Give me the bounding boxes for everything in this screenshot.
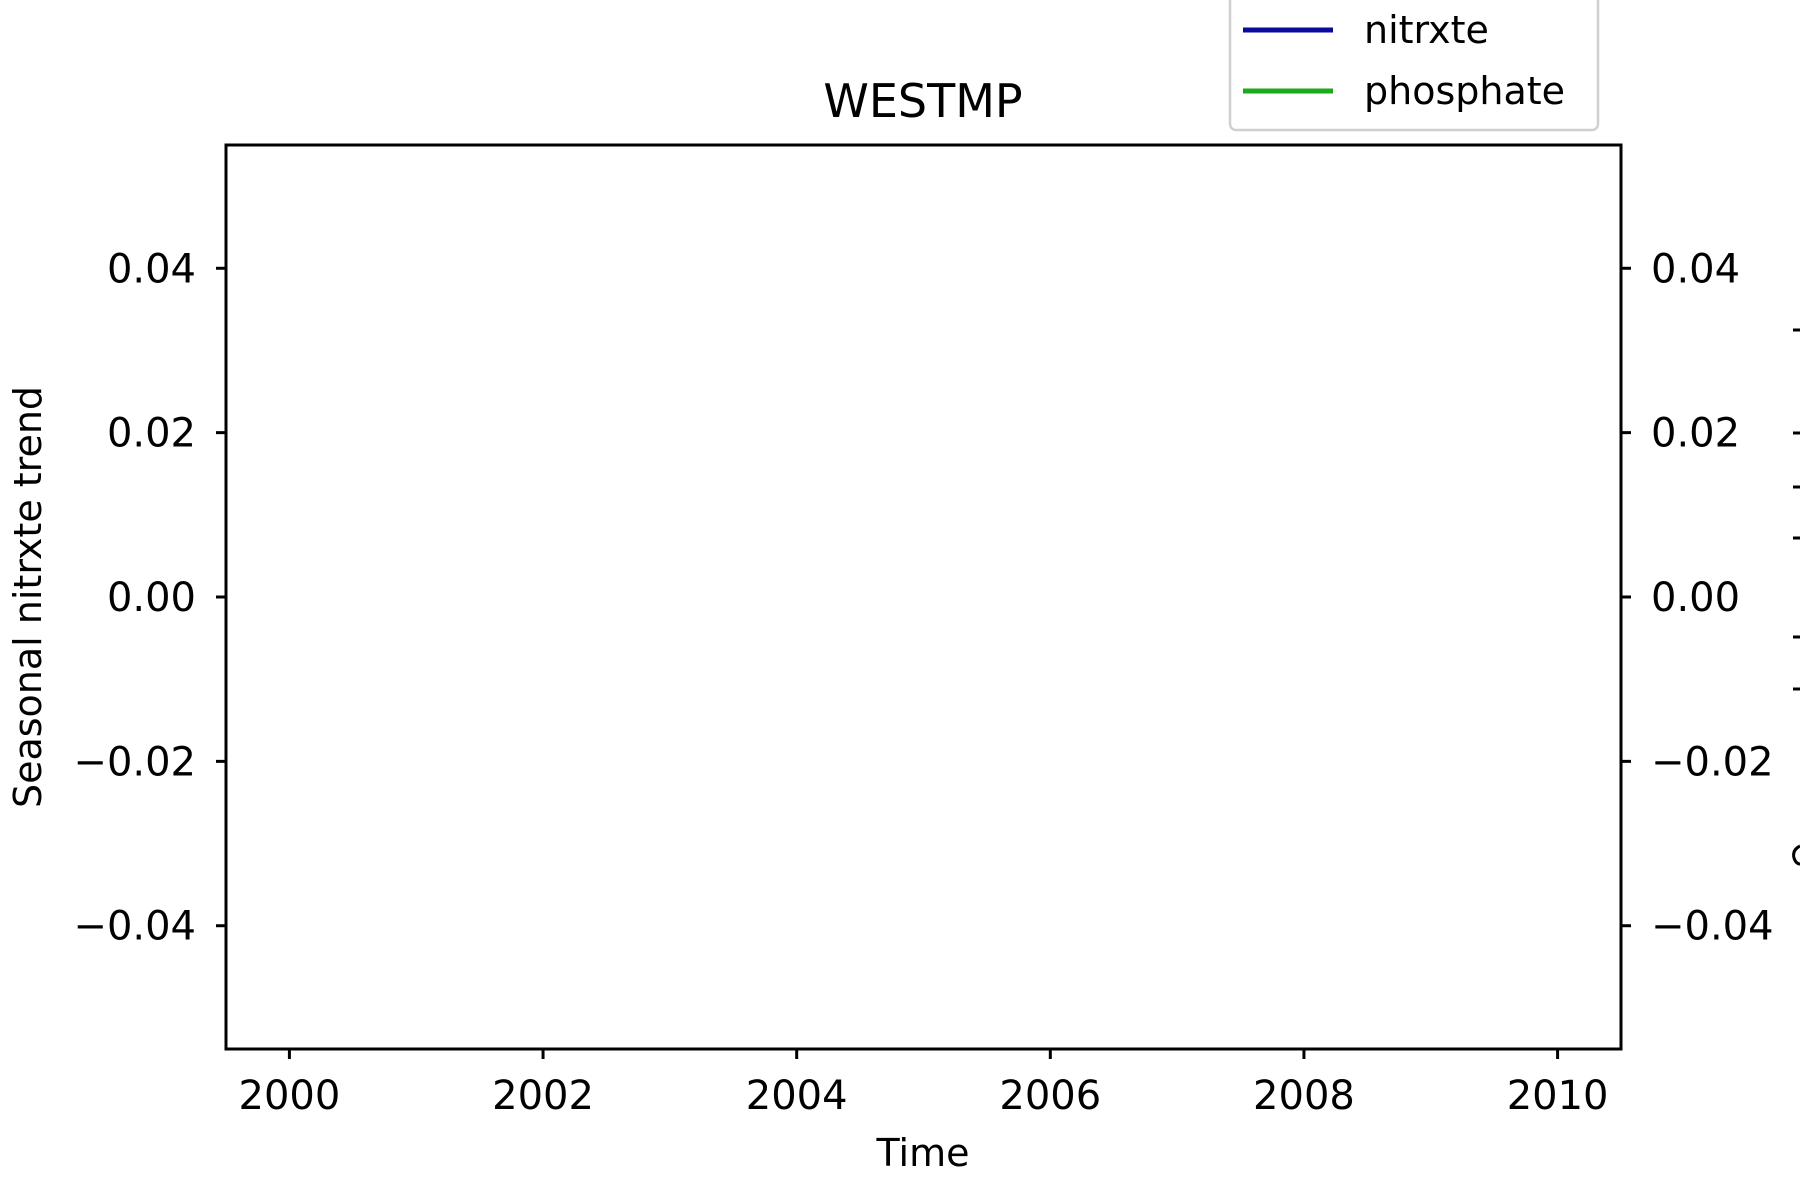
x-tick-label: 2006 xyxy=(999,1073,1101,1119)
y-tick-label-left: −0.04 xyxy=(73,904,196,950)
chart-title: WESTMP xyxy=(823,74,1022,128)
y-tick-label-right: −0.02 xyxy=(1651,739,1774,785)
secondary-axis-label-fragment xyxy=(1792,844,1800,866)
legend: nitrxte phosphate xyxy=(1228,0,1600,132)
y-tick-label-left: 0.04 xyxy=(107,246,196,292)
x-axis: 2000 2002 2004 2006 2008 2010 xyxy=(239,1049,1609,1119)
y-axis-right: 0.04 0.02 0.00 −0.02 −0.04 xyxy=(1621,246,1774,950)
legend-label-phosphate: phosphate xyxy=(1364,69,1565,113)
y-tick-label-right: 0.02 xyxy=(1651,411,1740,457)
x-tick-label: 2000 xyxy=(239,1073,341,1119)
x-tick-label: 2004 xyxy=(746,1073,848,1119)
y-tick-label-right: 0.00 xyxy=(1651,575,1740,621)
y-tick-label-left: 0.00 xyxy=(107,575,196,621)
y-tick-label-right: −0.04 xyxy=(1651,904,1774,950)
legend-label-nitrxte: nitrxte xyxy=(1364,8,1489,52)
y-tick-label-left: −0.02 xyxy=(73,739,196,785)
x-axis-label: Time xyxy=(876,1131,970,1175)
y-axis-left: 0.04 0.02 0.00 −0.02 −0.04 xyxy=(73,246,226,950)
x-tick-label: 2008 xyxy=(1253,1073,1355,1119)
x-tick-label: 2002 xyxy=(492,1073,594,1119)
x-tick-label: 2010 xyxy=(1507,1073,1609,1119)
y-axis-label: Seasonal nitrxte trend xyxy=(6,386,50,808)
secondary-axis-fragment xyxy=(1793,328,1800,691)
y-tick-label-right: 0.04 xyxy=(1651,246,1740,292)
y-tick-label-left: 0.02 xyxy=(107,411,196,457)
